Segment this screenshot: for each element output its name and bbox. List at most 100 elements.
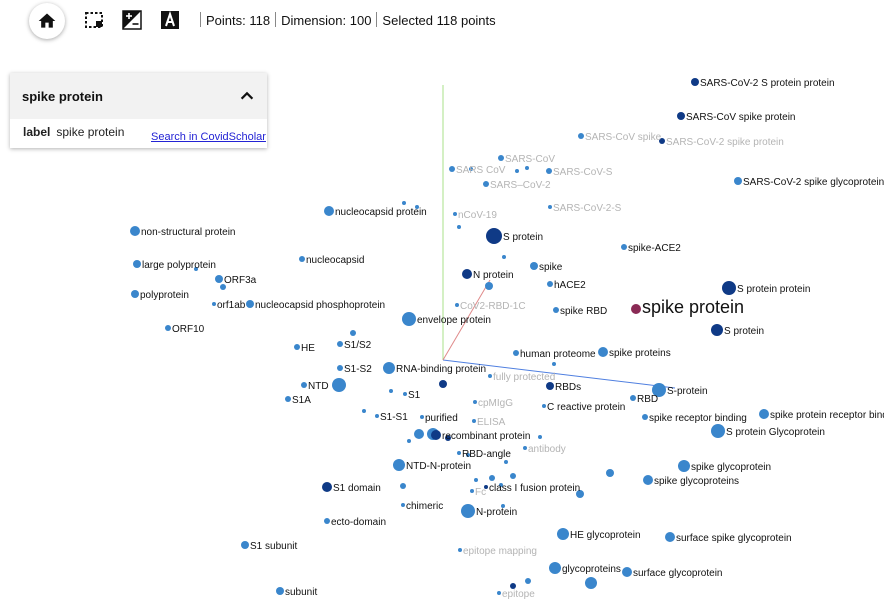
point-label[interactable]: surface spike glycoprotein: [676, 533, 792, 544]
point-marker[interactable]: [501, 504, 505, 508]
point-marker[interactable]: [631, 304, 641, 314]
point-marker[interactable]: [445, 435, 451, 441]
point-marker[interactable]: [711, 324, 723, 336]
point-label[interactable]: spike glycoproteins: [654, 476, 739, 487]
point-label[interactable]: S1: [408, 390, 421, 401]
point-marker[interactable]: [546, 382, 554, 390]
point-label[interactable]: spike proteins: [609, 348, 671, 359]
point-label[interactable]: human proteome: [520, 349, 596, 360]
point-marker[interactable]: [523, 446, 527, 450]
point-marker[interactable]: [489, 475, 495, 481]
point-marker[interactable]: [488, 374, 492, 378]
point-label[interactable]: SARS–CoV-2: [490, 180, 551, 191]
point-marker[interactable]: [241, 541, 249, 549]
chevron-up-icon[interactable]: [238, 87, 256, 105]
point-label[interactable]: SARS-CoV spike: [585, 132, 662, 143]
point-marker[interactable]: [498, 155, 504, 161]
point-marker[interactable]: [449, 166, 455, 172]
point-marker[interactable]: [383, 362, 395, 374]
point-label[interactable]: epitope mapping: [463, 546, 537, 557]
point-label[interactable]: spike glycoprotein: [691, 462, 771, 473]
point-label[interactable]: NTD: [308, 381, 329, 392]
point-marker[interactable]: [474, 478, 478, 482]
point-label[interactable]: glycoproteins: [562, 564, 621, 575]
point-marker[interactable]: [547, 281, 553, 287]
point-marker[interactable]: [401, 503, 405, 507]
point-marker[interactable]: [402, 201, 406, 205]
point-marker[interactable]: [486, 228, 502, 244]
point-marker[interactable]: [294, 344, 300, 350]
point-label[interactable]: nucleocapsid: [306, 255, 364, 266]
point-marker[interactable]: [546, 168, 552, 174]
point-marker[interactable]: [525, 578, 531, 584]
point-marker[interactable]: [324, 518, 330, 524]
point-marker[interactable]: [630, 395, 636, 401]
point-marker[interactable]: [389, 389, 393, 393]
point-label[interactable]: spike-ACE2: [628, 243, 681, 254]
point-label[interactable]: SARS-CoV-S: [553, 167, 613, 178]
point-label[interactable]: nucleocapsid protein: [335, 207, 427, 218]
point-marker[interactable]: [400, 483, 406, 489]
point-label[interactable]: HE glycoprotein: [570, 530, 641, 541]
point-label[interactable]: CoV2-RBD-1C: [460, 301, 526, 312]
point-label[interactable]: spike receptor binding: [649, 413, 747, 424]
point-label[interactable]: fully protected: [493, 372, 555, 383]
point-marker[interactable]: [557, 528, 569, 540]
point-label[interactable]: SARS-CoV-2 spike glycoprotein: [743, 177, 884, 188]
point-marker[interactable]: [678, 460, 690, 472]
point-marker[interactable]: [722, 281, 736, 295]
point-marker[interactable]: [285, 396, 291, 402]
point-marker[interactable]: [549, 562, 561, 574]
point-marker[interactable]: [711, 424, 725, 438]
point-label[interactable]: spike protein: [642, 297, 744, 317]
point-marker[interactable]: [407, 439, 411, 443]
point-marker[interactable]: [622, 567, 632, 577]
point-label[interactable]: ELISA: [477, 417, 506, 428]
point-marker[interactable]: [659, 138, 665, 144]
point-label[interactable]: hACE2: [554, 280, 586, 291]
point-marker[interactable]: [466, 453, 470, 457]
point-marker[interactable]: [642, 414, 648, 420]
point-label[interactable]: ORF3a: [224, 275, 257, 286]
point-marker[interactable]: [472, 419, 476, 423]
point-label[interactable]: SARS-CoV: [505, 154, 555, 165]
point-marker[interactable]: [375, 414, 379, 418]
point-label[interactable]: SARS CoV: [456, 165, 506, 176]
point-label[interactable]: S1-S2: [344, 364, 372, 375]
point-label[interactable]: spike RBD: [560, 306, 607, 317]
point-label[interactable]: HE: [301, 343, 315, 354]
point-label[interactable]: ORF10: [172, 324, 205, 335]
point-label[interactable]: surface glycoprotein: [633, 568, 723, 579]
point-marker[interactable]: [538, 435, 542, 439]
point-label[interactable]: non-structural protein: [141, 227, 236, 238]
point-marker[interactable]: [453, 212, 457, 216]
night-mode-button[interactable]: [122, 10, 142, 30]
point-marker[interactable]: [194, 267, 198, 271]
point-label[interactable]: S1 subunit: [250, 541, 297, 552]
point-marker[interactable]: [246, 300, 254, 308]
point-label[interactable]: S protein protein: [737, 284, 810, 295]
point-marker[interactable]: [402, 312, 416, 326]
point-marker[interactable]: [337, 341, 343, 347]
search-covidscholar-link[interactable]: Search in CovidScholar: [151, 131, 266, 143]
point-marker[interactable]: [393, 459, 405, 471]
point-label[interactable]: spike protein receptor binding: [770, 410, 884, 421]
point-marker[interactable]: [461, 504, 475, 518]
point-marker[interactable]: [403, 392, 407, 396]
point-marker[interactable]: [484, 485, 488, 489]
point-label[interactable]: S1-S1: [380, 412, 408, 423]
point-label[interactable]: nCoV-19: [458, 210, 497, 221]
point-label[interactable]: S1 domain: [333, 483, 381, 494]
point-marker[interactable]: [497, 591, 501, 595]
point-label[interactable]: polyprotein: [140, 290, 189, 301]
point-marker[interactable]: [552, 362, 556, 366]
point-marker[interactable]: [431, 430, 441, 440]
point-label[interactable]: nucleocapsid phosphoprotein: [255, 300, 385, 311]
point-label[interactable]: RBD-angle: [462, 449, 511, 460]
point-label[interactable]: class I fusion protein: [489, 483, 580, 494]
point-marker[interactable]: [510, 583, 516, 589]
point-marker[interactable]: [130, 226, 140, 236]
point-marker[interactable]: [470, 489, 474, 493]
point-marker[interactable]: [606, 469, 614, 477]
point-label[interactable]: RBDs: [555, 382, 581, 393]
